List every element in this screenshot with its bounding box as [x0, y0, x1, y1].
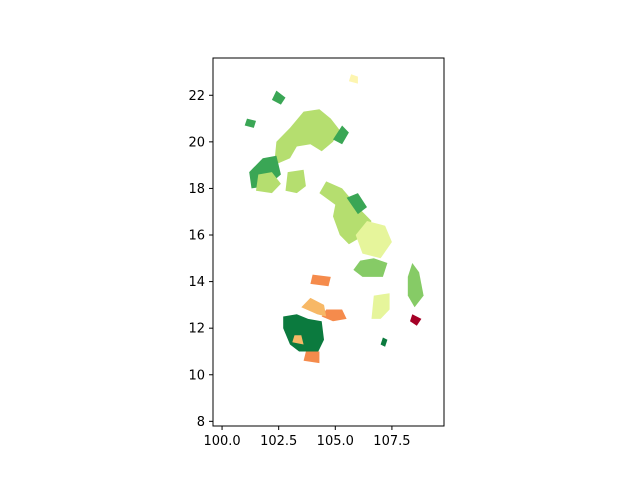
region-east-yellow: [371, 293, 390, 319]
region-south-orange-1: [310, 274, 331, 287]
y-tick-label: 20: [188, 135, 205, 150]
region-north-yellow: [348, 74, 358, 84]
region-central-yellow: [355, 221, 392, 259]
y-tick-label: 12: [188, 322, 205, 337]
region-south-orange-2: [321, 309, 347, 322]
region-central-green: [319, 181, 372, 245]
y-tick-label: 22: [188, 89, 205, 104]
map-regions: [244, 74, 424, 364]
region-south-light-orange: [301, 297, 327, 317]
y-tick-label: 8: [197, 415, 205, 430]
axes-frame: [212, 57, 445, 427]
region-east-green: [407, 263, 424, 308]
region-east-red: [410, 314, 422, 326]
region-north-small-1: [244, 118, 256, 128]
region-north-big: [274, 109, 340, 166]
y-tick-label: 18: [188, 182, 205, 197]
x-tick-label: 100.0: [203, 434, 240, 449]
region-central-south-green: [353, 258, 388, 277]
region-north-small-2: [271, 90, 286, 105]
region-east-small-green: [380, 337, 388, 347]
x-tick-label: 107.5: [373, 434, 410, 449]
y-tick-label: 14: [188, 275, 205, 290]
region-central-green-2: [346, 193, 367, 215]
y-axis: 8 10 12 14 16 18 20 22: [188, 89, 213, 430]
region-north-mid: [285, 169, 306, 194]
x-axis: 100.0 102.5 105.0 107.5: [203, 426, 411, 449]
region-north-east-strip: [333, 125, 349, 145]
x-tick-label: 102.5: [260, 434, 297, 449]
region-south-dark-green: [283, 314, 324, 354]
y-tick-label: 16: [188, 229, 205, 244]
y-tick-label: 10: [188, 368, 205, 383]
x-tick-label: 105.0: [317, 434, 354, 449]
region-south-orange-3: [303, 351, 320, 364]
region-north-west-2: [256, 172, 281, 194]
region-south-light-orange-2: [292, 335, 304, 345]
